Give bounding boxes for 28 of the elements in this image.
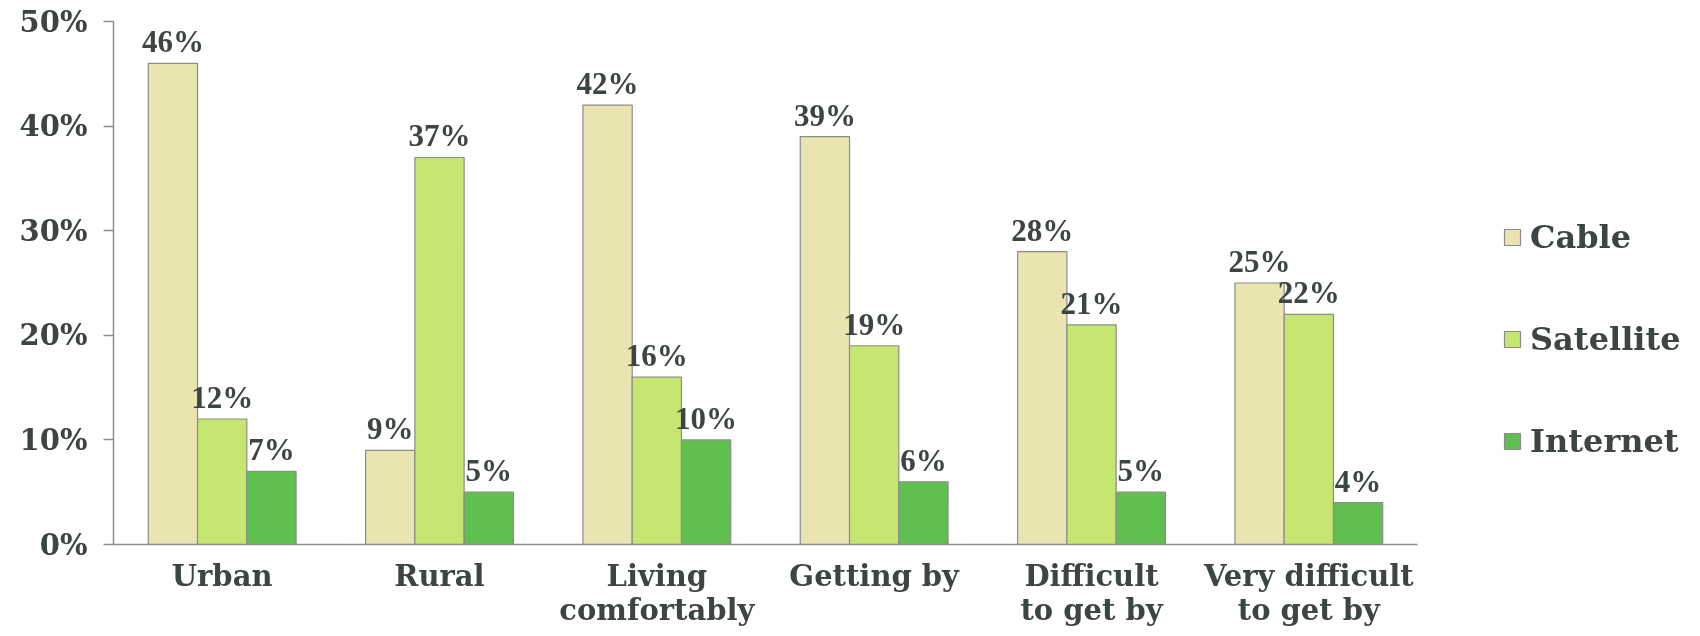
data-label: 5% — [1117, 453, 1165, 489]
y-tick-label: 40% — [19, 109, 88, 144]
x-tick-label: Rural — [394, 558, 485, 593]
data-label: 37% — [408, 118, 471, 154]
x-tick-label: Getting by — [789, 558, 961, 593]
x-tick-label: Urban — [171, 558, 273, 593]
data-label: 4% — [1334, 463, 1382, 499]
legend-label: Satellite — [1530, 320, 1681, 358]
data-label: 5% — [465, 453, 513, 489]
y-tick-label: 10% — [19, 422, 88, 457]
y-tick-label: 0% — [39, 527, 88, 562]
y-tick-label: 30% — [19, 213, 88, 248]
y-tick-label: 50% — [19, 4, 88, 39]
data-label: 42% — [576, 66, 639, 102]
data-label: 16% — [625, 338, 688, 374]
x-tick-label: Difficult to get by — [1020, 558, 1164, 627]
x-tick-label: Living comfortably — [559, 558, 756, 627]
data-label: 9% — [366, 411, 414, 447]
data-label: 6% — [900, 442, 947, 478]
legend-label: Internet — [1530, 422, 1679, 460]
data-label: 46% — [141, 24, 204, 60]
data-label: 28% — [1011, 212, 1074, 248]
data-label: 39% — [793, 97, 856, 133]
data-label: 21% — [1060, 285, 1123, 321]
legend-label: Cable — [1530, 218, 1632, 256]
y-tick-label: 20% — [19, 318, 88, 353]
x-tick-label: Very difficult to get by — [1202, 558, 1415, 627]
data-label: 7% — [248, 432, 295, 468]
